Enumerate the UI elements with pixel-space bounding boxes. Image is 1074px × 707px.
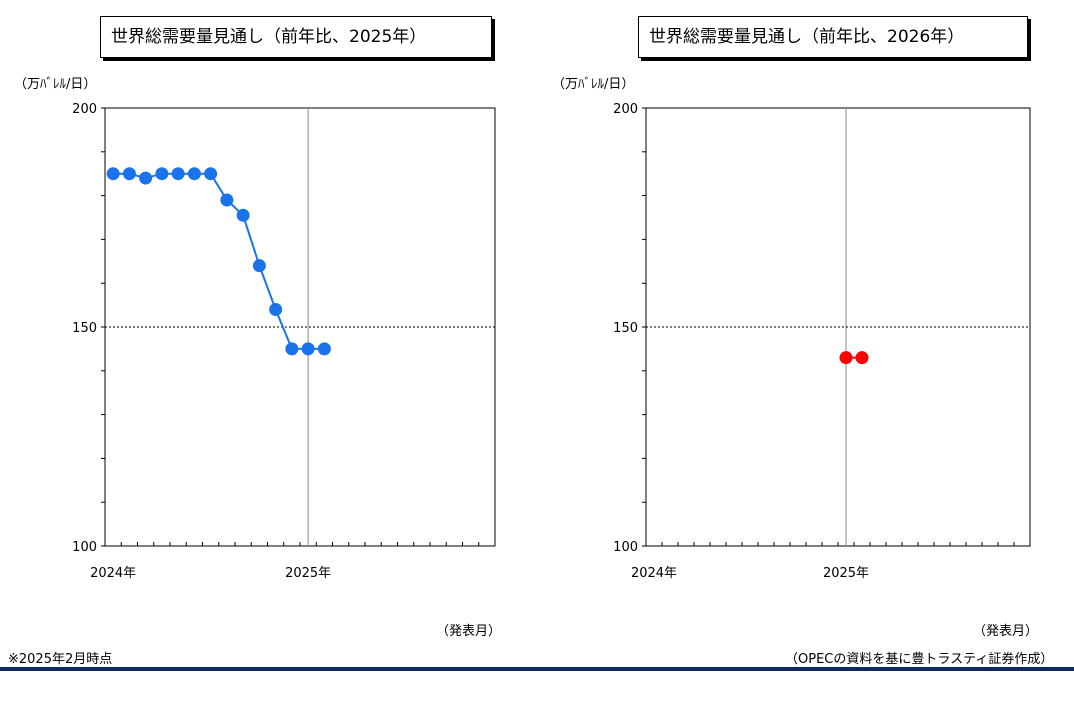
- x-tick-label: 2024年: [90, 566, 136, 581]
- y-axis-unit-label-2025: （万ﾊﾞﾚﾙ/日）: [14, 77, 97, 92]
- data-point: [839, 351, 853, 365]
- y-tick-label: 200: [72, 102, 97, 117]
- bottom-divider: [0, 667, 1074, 671]
- x-axis-caption-2025: （発表月）: [436, 624, 502, 639]
- y-axis-unit-label-2026: （万ﾊﾞﾚﾙ/日）: [552, 77, 635, 92]
- data-point: [106, 167, 120, 181]
- data-point: [269, 302, 283, 316]
- chart-title-2025: 世界総需要量見通し（前年比、2025年）: [100, 16, 492, 58]
- data-point: [171, 167, 185, 181]
- data-point: [317, 342, 331, 356]
- y-tick-label: 150: [72, 321, 97, 336]
- data-point: [204, 167, 218, 181]
- source-note: （OPECの資料を基に豊トラスティ証券作成）: [785, 652, 1054, 667]
- chart-title-2026: 世界総需要量見通し（前年比、2026年）: [638, 16, 1028, 58]
- x-tick-label: 2025年: [285, 566, 331, 581]
- x-tick-label: 2024年: [631, 566, 677, 581]
- data-point: [301, 342, 315, 356]
- data-point: [252, 259, 266, 273]
- data-point: [220, 193, 234, 207]
- y-tick-label: 200: [613, 102, 638, 117]
- footnote: ※2025年2月時点: [8, 652, 113, 667]
- y-tick-label: 100: [613, 540, 638, 555]
- data-point: [285, 342, 299, 356]
- data-point: [155, 167, 169, 181]
- y-tick-label: 100: [72, 540, 97, 555]
- data-point: [122, 167, 136, 181]
- x-axis-caption-2026: （発表月）: [973, 624, 1039, 639]
- y-tick-label: 150: [613, 321, 638, 336]
- data-point: [855, 351, 869, 365]
- data-point: [139, 171, 153, 185]
- data-point: [187, 167, 201, 181]
- data-point: [236, 208, 250, 222]
- x-tick-label: 2025年: [823, 566, 869, 581]
